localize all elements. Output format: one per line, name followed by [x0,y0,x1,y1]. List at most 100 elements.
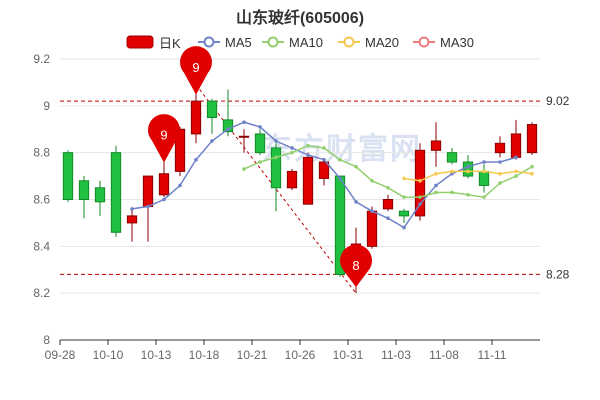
y-tick-label: 8 [43,333,50,347]
candle-body [78,180,90,200]
x-tick-label: 10-13 [141,348,172,362]
candle-body [190,100,202,135]
ma-point [498,181,502,185]
candle [254,129,266,156]
candle-body [398,210,410,217]
candle [446,147,458,165]
legend-item-ma20[interactable]: MA20 [338,33,399,51]
ma-point [338,157,342,162]
ma-point [418,195,422,199]
ma-point [130,207,134,211]
mark-line-label: 9.02 [546,94,570,108]
ma-point [434,171,438,176]
candle-body [366,210,378,247]
ma-point [450,190,454,195]
ma-point [354,200,358,204]
ma-point [482,169,486,174]
candle-body [334,175,346,275]
legend-item-candle[interactable]: 日K [126,33,181,51]
x-tick-label: 11-03 [381,348,411,362]
ma-point [370,178,374,183]
candle [318,159,330,186]
ma-point [530,164,534,169]
mark-pin [179,46,212,95]
mark-point: 8 [339,244,372,288]
candle-body [478,170,490,186]
ma-point [466,169,470,174]
ma-point [418,178,422,183]
mark-pin [148,114,180,163]
legend-label-ma10: MA10 [289,34,323,50]
ma-point [482,160,486,164]
ma-point [162,197,166,202]
legend-item-ma30[interactable]: MA30 [413,33,474,51]
legend-label-candle: 日K [159,35,181,51]
ma-point [258,160,262,164]
mark-pin-label: 8 [352,258,359,273]
ma20-legend-icon [338,36,360,48]
ma-point [194,157,198,162]
candle [78,176,90,219]
ma-point [434,183,438,188]
candle-body [382,199,394,210]
x-tick-label: 10-18 [189,348,220,362]
candle-body [62,152,74,201]
mark-pin [339,244,372,288]
legend-label-ma20: MA20 [365,34,399,50]
ma10-legend-icon [262,36,284,48]
ma-point [290,150,294,155]
candle [126,208,138,242]
candle-body [174,128,186,172]
ma-point [274,155,278,160]
candle [382,194,394,212]
ma30-legend-icon [413,36,435,48]
ma-point [418,202,422,206]
ma-point [210,139,214,143]
ma-point [434,190,438,195]
mark-point: 9 [179,46,212,95]
mark-point: 9 [148,114,180,163]
candle-body [414,149,426,217]
candle [334,175,346,277]
candle-body [238,135,250,138]
mark-pin-label: 9 [192,60,199,75]
y-tick-label: 8.2 [33,286,50,300]
ma-point [386,216,390,221]
candle [430,122,442,167]
y-tick-label: 8.8 [33,146,50,160]
ma-point [226,127,230,132]
ma-point [178,183,182,188]
candle-body [286,170,298,189]
ma-point [242,120,246,125]
ma-point [386,185,390,190]
candle-body [318,161,330,179]
x-tick-label: 10-26 [285,348,316,362]
ma-point [514,169,518,174]
legend-item-ma5[interactable]: MA5 [198,33,252,51]
ma-point [370,209,374,214]
ma-point [242,167,246,171]
candle-body [510,133,522,158]
candle [510,119,522,160]
candle-body [526,124,538,154]
candle [110,145,122,237]
ma-point [498,171,502,176]
candle-legend-icon [126,35,154,49]
candle [494,136,506,158]
x-tick-label: 11-11 [478,348,507,362]
ma-point [354,164,358,169]
candle-body [446,152,458,163]
candle-body [430,140,442,151]
x-tick-label: 11-08 [429,348,459,362]
x-tick-label: 10-21 [237,348,268,362]
candle [302,152,314,205]
ma-point [290,146,294,150]
y-tick-label: 8.6 [33,193,50,207]
ma-point [450,169,454,174]
x-tick-label: 09-28 [45,348,76,362]
legend-item-ma10[interactable]: MA10 [262,33,323,51]
candle [174,126,186,177]
candle-body [126,215,138,224]
candle [142,175,154,242]
